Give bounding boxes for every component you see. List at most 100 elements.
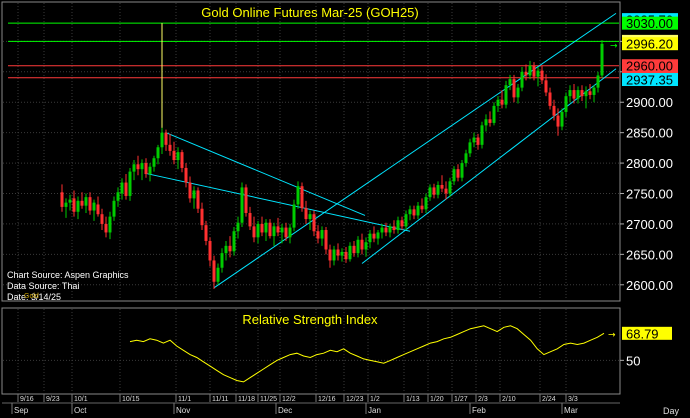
price-tag-bg: [622, 73, 678, 87]
candle-body: [512, 79, 516, 98]
candle-body: [376, 232, 380, 239]
candle-body: [576, 90, 580, 99]
candle-body: [400, 220, 404, 227]
candle-body: [68, 199, 72, 203]
candle-body: [520, 71, 524, 88]
candle-body: [224, 245, 228, 254]
candle-body: [200, 208, 204, 226]
candle-body: [480, 125, 484, 145]
price-tick-label: 2700.00: [626, 217, 673, 232]
rsi-axis: 50 68.79: [620, 326, 672, 368]
date-tick-label: 9/16: [20, 396, 34, 403]
candle-body: [120, 182, 124, 194]
candle-body: [168, 144, 172, 151]
candle-body: [580, 90, 584, 97]
candle-body: [532, 65, 536, 77]
candle-body: [380, 227, 384, 233]
month-label: Oct: [74, 406, 87, 415]
candle-body: [184, 167, 188, 183]
candle-body: [232, 231, 236, 252]
date-tick-label: 11/1: [178, 396, 191, 403]
candle-body: [372, 233, 376, 239]
rsi-line: →: [129, 325, 616, 383]
candle-body: [136, 164, 140, 170]
data-source-label: Data Source: Thai: [7, 281, 80, 291]
horizontal-levels: [8, 22, 619, 133]
candle-body: [72, 198, 76, 212]
date-tick-label: 2/24: [542, 396, 556, 403]
candle-body: [428, 187, 432, 198]
date-tick-label: 12/23: [346, 396, 364, 403]
date-tick-label: 3/3: [568, 396, 578, 403]
candle-body: [180, 152, 184, 168]
candle-body: [300, 186, 304, 209]
candle-body: [292, 204, 296, 228]
candle-body: [152, 158, 156, 167]
price-grid: [3, 3, 619, 300]
rsi-series-line: [129, 325, 605, 383]
candle-body: [320, 230, 324, 239]
candle-body: [156, 147, 160, 159]
date-axis: 9/16 9/23 10/1 10/15 11/1 11/11 11/18 11/25 12/2…: [2, 394, 620, 415]
price-tag-label: 2996.20: [626, 37, 673, 52]
candle-body: [256, 223, 260, 238]
channel-line: [165, 132, 366, 216]
candle-body: [500, 99, 504, 105]
candle-body: [584, 91, 588, 97]
candle-body: [444, 188, 448, 194]
month-label: Jan: [368, 406, 381, 415]
price-tag-bg: [622, 59, 678, 73]
month-label: Nov: [176, 406, 190, 415]
candle-body: [332, 249, 336, 261]
date-tick-label: 12/16: [318, 396, 336, 403]
candle-body: [436, 184, 440, 195]
candle-body: [468, 142, 472, 154]
candle-body: [252, 226, 256, 238]
candle-body: [492, 105, 496, 123]
rsi-grid: [3, 309, 619, 393]
date-tick-label: 1/13: [406, 396, 420, 403]
price-tick-label: 2800.00: [626, 156, 673, 171]
candle-body: [144, 163, 148, 175]
candle-body: [368, 233, 372, 243]
candle-body: [424, 197, 428, 210]
candle-body: [116, 192, 120, 201]
candle-body: [60, 192, 64, 207]
rsi-tick-label: 50: [626, 353, 640, 368]
candle-body: [488, 119, 492, 123]
candle-body: [464, 153, 468, 164]
candle-body: [124, 182, 128, 196]
candle-body: [588, 91, 592, 95]
candle-body: [460, 163, 464, 178]
candle-body: [592, 87, 596, 95]
channel-line: [213, 12, 617, 289]
price-tag-bg: [622, 16, 678, 30]
candle-body: [188, 182, 192, 199]
candle-body: [404, 214, 408, 227]
date-tick-label: 10/15: [122, 396, 140, 403]
candle-body: [164, 132, 168, 145]
candle-body: [524, 71, 528, 76]
date-tick-label: 1/20: [430, 396, 444, 403]
candle-body: [172, 150, 176, 161]
candle-body: [496, 99, 500, 106]
candle-body: [324, 230, 328, 250]
rsi-value-tag-bg: [622, 326, 672, 340]
candle-body: [140, 163, 144, 170]
candle-body: [148, 166, 152, 175]
candle-body: [280, 227, 284, 233]
source-overlay-glyph: Gold: [24, 293, 39, 300]
candle-body: [336, 249, 340, 256]
candle-body: [304, 208, 308, 220]
candle-body: [128, 171, 132, 196]
candle-body: [84, 197, 88, 206]
candle-body: [360, 239, 364, 250]
candle-body: [88, 197, 92, 211]
candle-body: [308, 214, 312, 220]
candle-body: [240, 187, 244, 223]
candle-body: [384, 227, 388, 233]
chart-source-label: Chart Source: Aspen Graphics: [7, 270, 129, 280]
candle-body: [568, 90, 572, 97]
candle-body: [344, 251, 348, 260]
